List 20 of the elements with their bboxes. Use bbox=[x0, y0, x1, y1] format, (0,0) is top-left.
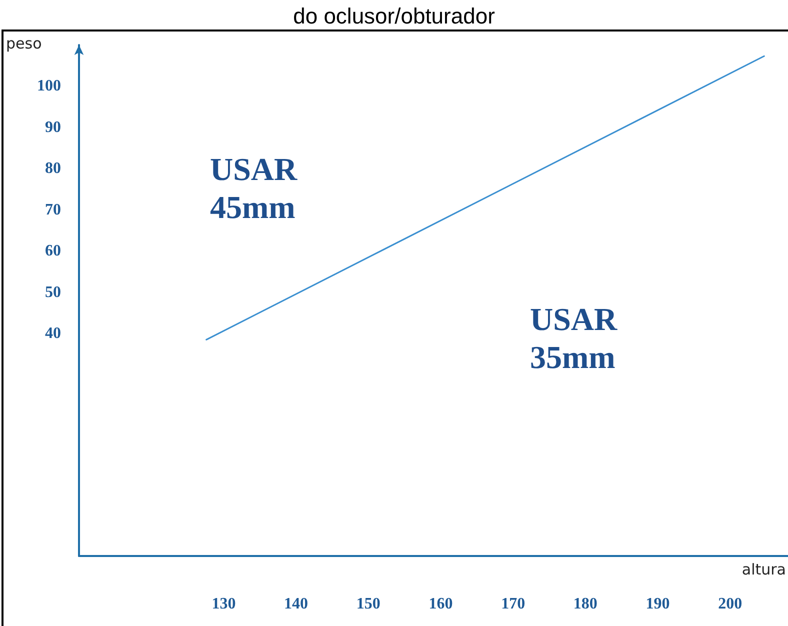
x-tick-label: 180 bbox=[573, 596, 598, 612]
y-tick-label: 60 bbox=[45, 242, 61, 260]
y-tick-label: 100 bbox=[37, 78, 61, 95]
y-tick-label: 40 bbox=[45, 324, 61, 342]
annotation: USAR 45mm bbox=[210, 151, 298, 225]
y-tick-label: 70 bbox=[45, 201, 61, 218]
x-tick-label: 140 bbox=[284, 596, 308, 612]
x-tick-label: 160 bbox=[428, 596, 453, 612]
chart-title: do oclusor/obturador bbox=[293, 4, 495, 28]
y-tick-label: 80 bbox=[45, 160, 61, 178]
y-tick-label: 50 bbox=[45, 284, 61, 301]
y-tick-label: 90 bbox=[45, 118, 61, 136]
x-tick-label: 130 bbox=[212, 596, 236, 612]
x-tick-label: 190 bbox=[646, 596, 670, 612]
x-tick-label: 170 bbox=[501, 596, 526, 612]
y-axis-title: peso bbox=[6, 34, 42, 52]
x-axis-title: altura bbox=[742, 560, 786, 578]
annotation: USAR 35mm bbox=[530, 301, 618, 375]
x-tick-label: 200 bbox=[718, 596, 742, 612]
x-tick-label: 150 bbox=[356, 596, 380, 612]
